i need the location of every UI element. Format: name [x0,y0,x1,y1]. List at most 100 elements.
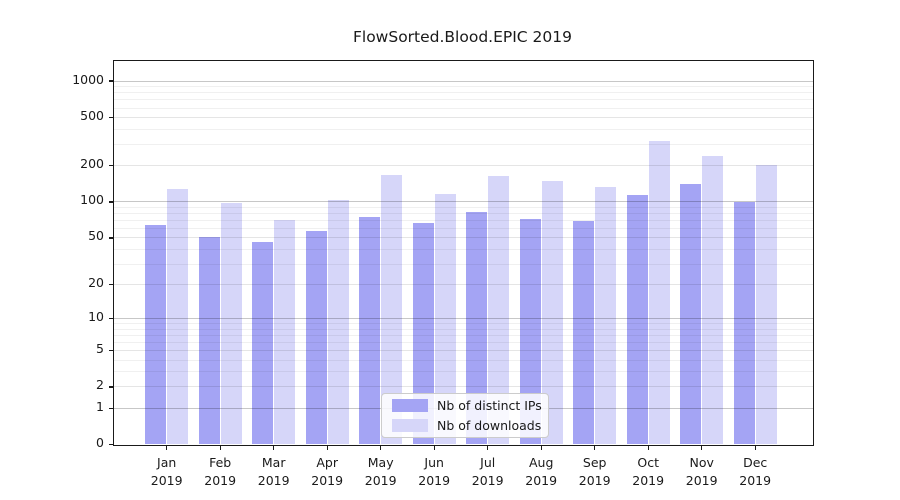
bar-distinct-ips-oct [626,194,648,445]
bar-distinct-ips-jul [466,212,488,445]
x-axis-tick-label-jan: Jan 2019 [137,454,197,490]
x-tick-month: Jul [480,455,496,470]
x-axis-tick-nov [701,446,703,450]
x-axis-tick-label-jul: Jul 2019 [458,454,518,490]
gridline-1000 [114,80,813,82]
y-axis-tick-label-100: 100 [80,192,104,208]
y-axis-tick-5 [109,349,113,352]
y-axis-tick-1 [109,407,113,409]
x-tick-month: Aug [528,455,554,470]
y-axis-tick-label-500: 500 [80,108,104,124]
y-axis-tick-label-0: 0 [96,435,104,451]
x-tick-month: Jun [424,455,444,470]
bar-distinct-ips-sep [573,220,595,445]
y-axis-tick-label-5: 5 [96,340,104,356]
x-tick-year: 2019 [739,473,772,488]
bar-downloads-may [381,175,403,445]
gridline-400 [114,128,813,130]
x-tick-year: 2019 [257,473,290,488]
bar-distinct-ips-apr [305,230,327,445]
legend-entry-downloads: Nb of downloads [392,418,548,433]
x-axis-tick-mar [273,446,275,450]
x-axis-tick-may [380,446,382,450]
legend-swatch-distinct-ips [392,399,428,412]
y-axis-tick-500 [109,116,113,119]
x-tick-month: Dec [743,455,768,470]
x-axis-tick-jul [487,446,489,450]
x-tick-month: Jan [157,455,177,470]
x-tick-year: 2019 [578,473,611,488]
y-axis-tick-label-50: 50 [88,228,104,244]
x-axis-tick-label-dec: Dec 2019 [725,454,785,490]
gridline-300 [114,143,813,145]
x-tick-month: May [367,455,394,470]
x-axis-tick-label-mar: Mar 2019 [244,454,304,490]
x-tick-year: 2019 [632,473,665,488]
bar-downloads-jan [167,189,189,445]
x-axis-tick-label-feb: Feb 2019 [190,454,250,490]
x-tick-month: Sep [582,455,607,470]
bar-distinct-ips-dec [733,202,755,445]
y-axis-tick-10 [109,317,113,320]
bar-downloads-oct [648,140,670,445]
x-axis-tick-label-nov: Nov 2019 [672,454,732,490]
bar-distinct-ips-jan [145,225,167,445]
legend-label-downloads: Nb of downloads [437,418,542,433]
y-axis-tick-label-1000: 1000 [72,71,104,87]
x-axis-tick-apr [326,446,328,450]
x-axis-tick-label-may: May 2019 [351,454,411,490]
y-axis-tick-label-2: 2 [96,377,104,393]
x-tick-month: Apr [316,455,338,470]
bar-downloads-feb [220,202,242,445]
y-axis-tick-label-1: 1 [96,398,104,414]
x-tick-year: 2019 [418,473,451,488]
bar-downloads-jul [488,175,510,445]
chart-title: FlowSorted.Blood.EPIC 2019 [352,28,573,46]
y-axis-tick-200 [109,164,113,167]
legend-swatch-downloads [392,419,428,432]
gridline-800 [114,92,813,94]
x-tick-year: 2019 [204,473,237,488]
bar-downloads-mar [274,219,296,445]
x-tick-year: 2019 [471,473,504,488]
x-axis-tick-label-sep: Sep 2019 [565,454,625,490]
bar-distinct-ips-feb [198,237,220,445]
legend: Nb of distinct IPs Nb of downloads [381,393,549,438]
y-axis-tick-0 [109,444,113,446]
x-axis-tick-label-jun: Jun 2019 [404,454,464,490]
bar-downloads-nov [702,155,724,445]
x-tick-year: 2019 [150,473,183,488]
y-axis-tick-1000 [109,80,113,82]
x-tick-year: 2019 [311,473,344,488]
y-axis-tick-20 [109,283,113,286]
y-axis-tick-label-200: 200 [80,156,104,172]
x-axis-tick-oct [647,446,649,450]
x-tick-month: Oct [637,455,659,470]
x-axis-tick-label-aug: Aug 2019 [511,454,571,490]
gridline-500 [114,117,813,119]
x-tick-month: Mar [261,455,286,470]
x-tick-year: 2019 [685,473,718,488]
plot-area: Nb of distinct IPs Nb of downloads Jan 20… [109,60,814,488]
y-axis-tick-label-20: 20 [88,275,104,291]
bar-distinct-ips-may [359,217,381,445]
x-axis-tick-label-apr: Apr 2019 [297,454,357,490]
bar-distinct-ips-mar [252,241,274,445]
gridline-900 [114,86,813,88]
x-axis-tick-label-oct: Oct 2019 [618,454,678,490]
x-tick-year: 2019 [525,473,558,488]
y-axis-tick-100 [109,201,113,203]
y-axis-tick-label-10: 10 [88,309,104,325]
bar-downloads-aug [541,181,563,445]
bar-downloads-jun [434,194,456,445]
x-axis-tick-jun [433,446,435,450]
x-axis-tick-aug [540,446,542,450]
x-tick-year: 2019 [364,473,397,488]
x-axis-tick-jan [166,446,168,450]
bar-distinct-ips-jun [412,223,434,445]
gridline-600 [114,107,813,109]
legend-label-distinct-ips: Nb of distinct IPs [437,398,542,413]
x-tick-month: Nov [689,455,714,470]
y-axis-tick-50 [109,237,113,239]
